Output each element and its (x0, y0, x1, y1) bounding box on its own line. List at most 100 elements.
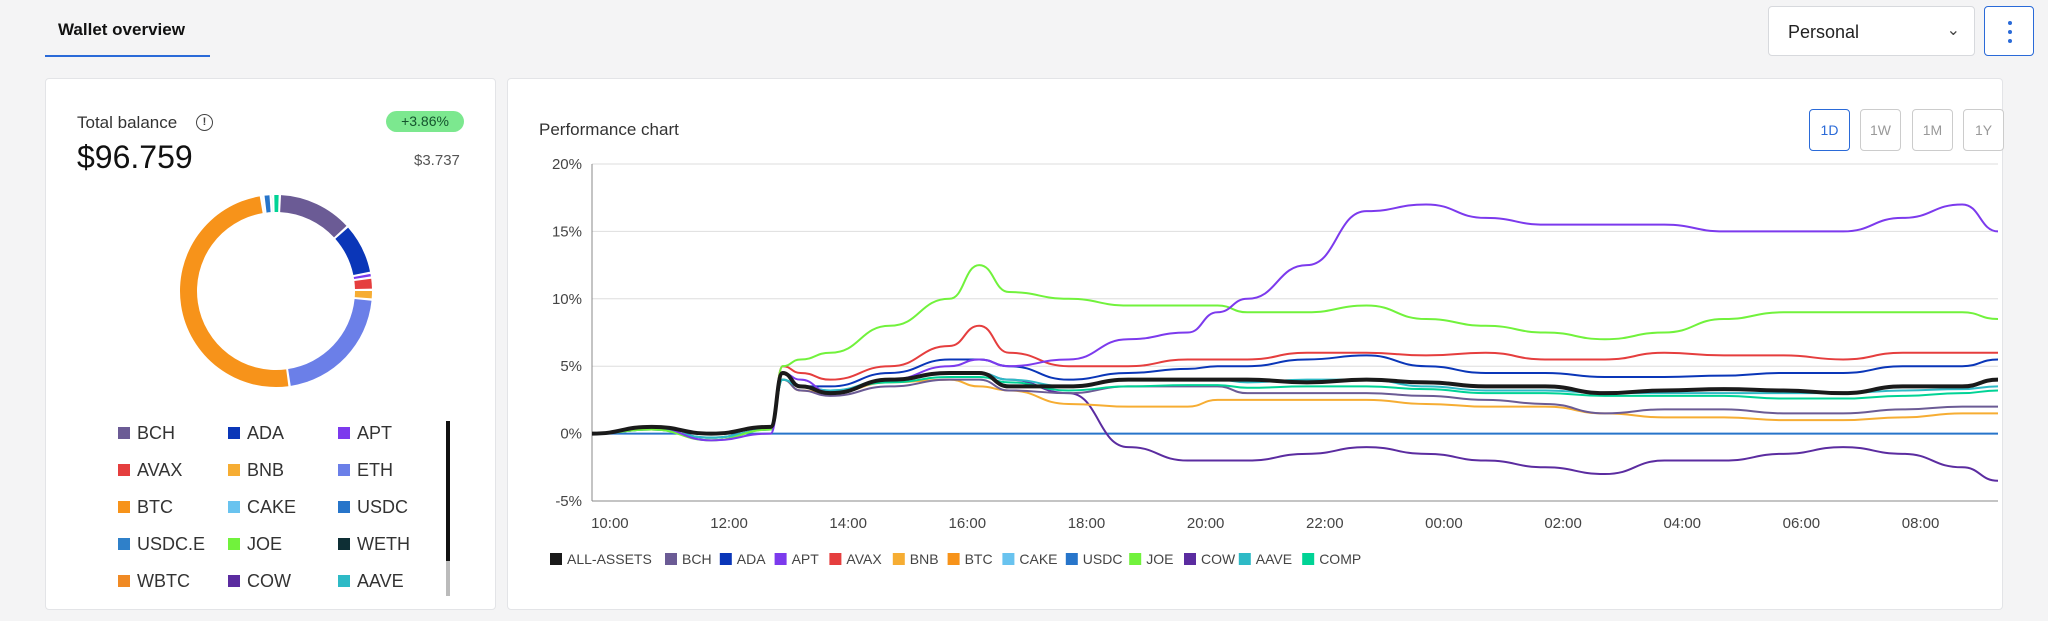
series-line-avax[interactable] (591, 324, 1998, 435)
range-1w-button[interactable]: 1W (1860, 109, 1901, 151)
account-select-value: Personal (1788, 22, 1860, 42)
donut-slice-bnb[interactable] (354, 290, 372, 299)
chart-legend-aave[interactable]: AAVE (1238, 551, 1292, 567)
chart-legend-ada[interactable]: ADA (719, 551, 766, 567)
chart-legend-comp[interactable]: COMP (1302, 551, 1361, 567)
chart-legend-avax[interactable]: AVAX (829, 551, 882, 567)
donut-slice-usdc[interactable] (264, 195, 271, 213)
legend-swatch (228, 427, 240, 439)
chart-legend-label: ALL-ASSETS (567, 551, 652, 567)
tab-wallet-overview[interactable]: Wallet overview (45, 0, 210, 57)
donut-slice-comp[interactable] (274, 195, 279, 213)
chart-legend-joe[interactable]: JOE (1129, 551, 1173, 567)
chart-legend-bnb[interactable]: BNB (892, 551, 939, 567)
legend-label: APT (357, 423, 393, 443)
tab-label: Wallet overview (58, 20, 185, 39)
donut-slice-weth[interactable] (271, 195, 273, 213)
y-tick-label: 5% (560, 358, 582, 375)
series-line-joe[interactable] (591, 264, 1999, 442)
donut-slice-ada[interactable] (335, 227, 371, 276)
chart-legend-swatch (1002, 553, 1015, 565)
more-options-button[interactable] (1984, 6, 2034, 56)
account-select[interactable]: Personal ⌄ (1768, 6, 1975, 56)
chart-legend-cow[interactable]: COW (1184, 551, 1236, 567)
chart-legend-swatch (1184, 553, 1196, 565)
legend-label: WBTC (137, 571, 190, 591)
chart-legend-label: CAKE (1019, 551, 1057, 567)
donut-slice-avax[interactable] (354, 278, 372, 290)
y-tick-label: -5% (555, 493, 582, 510)
performance-chart-title: Performance chart (539, 120, 679, 139)
chart-legend-swatch (1302, 553, 1315, 565)
legend-label: BTC (137, 497, 173, 517)
x-tick-label: 00:00 (1425, 515, 1463, 532)
legend-scrollbar-thumb[interactable] (446, 421, 450, 561)
balance-card: Total balance ! $96.759 +3.86% $3.737 BC… (45, 78, 496, 610)
legend-swatch (228, 464, 240, 476)
legend-swatch (228, 538, 240, 550)
legend-label: CAKE (247, 497, 297, 517)
info-icon[interactable]: ! (196, 114, 213, 131)
chart-legend-label: BTC (965, 551, 993, 567)
x-tick-label: 12:00 (710, 515, 748, 532)
chart-legend-all-assets[interactable]: ALL-ASSETS (550, 551, 652, 567)
kebab-icon (2008, 21, 2012, 25)
legend-label: USDC (357, 497, 409, 517)
total-balance-label: Total balance (77, 113, 178, 132)
donut-slice-apt[interactable] (353, 273, 371, 279)
series-line-all-assets[interactable] (591, 370, 1999, 436)
range-1y-button[interactable]: 1Y (1963, 109, 2004, 151)
change-value: $3.737 (414, 152, 460, 169)
chart-legend-swatch (665, 553, 677, 565)
range-1d-button[interactable]: 1D (1809, 109, 1850, 151)
total-balance-amount: $96.759 (77, 139, 193, 175)
series-line-ada[interactable] (591, 354, 1999, 435)
legend-label: AAVE (357, 571, 404, 591)
legend-swatch (118, 427, 130, 439)
donut-slice-cake[interactable] (262, 196, 265, 213)
donut-slice-btc[interactable] (179, 196, 289, 387)
series-line-bch[interactable] (591, 378, 1998, 439)
x-tick-label: 08:00 (1902, 515, 1940, 532)
x-tick-label: 02:00 (1544, 515, 1582, 532)
top-bar: Wallet overview Personal ⌄ (0, 0, 2048, 70)
chart-legend-label: AVAX (846, 551, 882, 567)
chart-legend-label: APT (792, 551, 820, 567)
chart-legend-swatch (719, 553, 732, 565)
performance-card: Performance chart 1D 1W 1M 1Y 20% 15% 10% 5… (507, 78, 2004, 610)
chart-legend-swatch (892, 553, 905, 565)
chart-legend-label: USDC (1083, 551, 1123, 567)
donut-slice-bch[interactable] (280, 195, 347, 238)
legend-label: JOE (247, 534, 283, 554)
kebab-icon-dot (2008, 39, 2012, 43)
chart-legend-swatch (1129, 553, 1142, 565)
chart-legend-label: COMP (1319, 551, 1361, 567)
chart-legend-swatch (550, 553, 562, 565)
legend-swatch (338, 427, 350, 439)
legend-label: BCH (137, 423, 176, 443)
legend-label: COW (247, 571, 291, 591)
allocation-donut-chart (179, 195, 372, 387)
x-tick-label: 04:00 (1663, 515, 1701, 532)
chart-legend-cake[interactable]: CAKE (1002, 551, 1058, 567)
chart-legend-label: BNB (910, 551, 939, 567)
change-percent-badge: +3.86% (386, 111, 464, 132)
chart-legend-label: AAVE (1256, 551, 1292, 567)
x-tick-label: 06:00 (1783, 515, 1821, 532)
chevron-down-icon: ⌄ (1946, 22, 1960, 39)
donut-slice-eth[interactable] (288, 299, 372, 386)
legend-swatch (228, 501, 240, 513)
x-tick-label: 10:00 (591, 515, 629, 532)
legend-swatch (338, 501, 350, 513)
range-1m-button[interactable]: 1M (1912, 109, 1953, 151)
chart-legend-usdc[interactable]: USDC (1065, 551, 1123, 567)
chart-legend-label: COW (1201, 551, 1236, 567)
chart-legend-swatch (774, 553, 787, 565)
chart-legend-apt[interactable]: APT (774, 551, 820, 567)
chart-legend-swatch (947, 553, 960, 565)
chart-legend-bch[interactable]: BCH (665, 551, 712, 567)
chart-legend-btc[interactable]: BTC (947, 551, 993, 567)
legend-label: ADA (247, 423, 285, 443)
legend-swatch (338, 464, 350, 476)
series-line-apt[interactable] (591, 203, 1999, 442)
